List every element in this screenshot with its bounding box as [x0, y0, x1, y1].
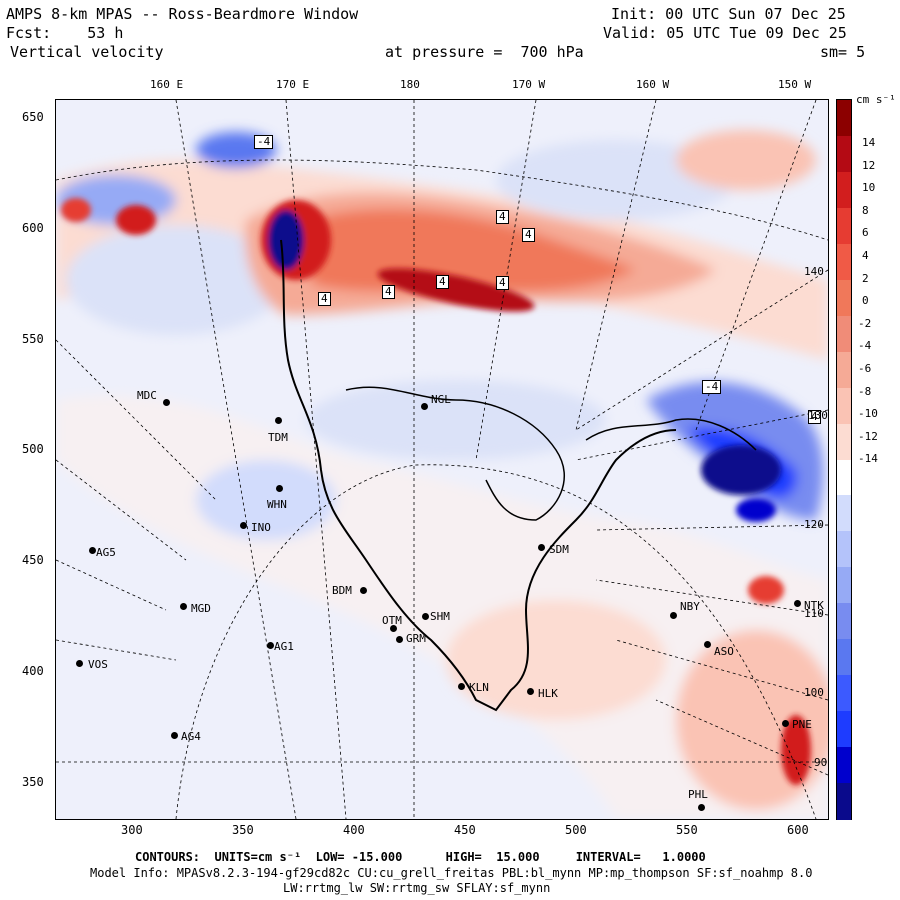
contour-label: 4: [318, 292, 331, 306]
colorbar-tick: 6: [862, 226, 869, 240]
colorbar-tick: 8: [862, 203, 869, 217]
colorbar-segment: [837, 639, 851, 677]
lon-label-top: 170 E: [276, 78, 310, 91]
forecast-hour: Fcst: 53 h: [6, 24, 124, 42]
x-tick: 600: [787, 823, 809, 837]
colorbar-segment: [837, 423, 851, 461]
pressure-level: at pressure = 700 hPa: [385, 43, 584, 61]
valid-time: Valid: 05 UTC Tue 09 Dec 25: [603, 24, 847, 42]
colorbar-segment: [837, 783, 851, 821]
field-name: Vertical velocity: [10, 43, 164, 61]
x-tick: 550: [676, 823, 698, 837]
plot-title: AMPS 8-km MPAS -- Ross-Beardmore Window: [6, 5, 359, 23]
colorbar-tick: -10: [858, 407, 878, 421]
colorbar-segment: [837, 567, 851, 605]
colorbar-segment: [837, 603, 851, 641]
colorbar-segment: [837, 351, 851, 390]
x-tick: 350: [232, 823, 254, 837]
colorbar-tick: 12: [862, 158, 876, 172]
y-tick: 550: [22, 332, 44, 346]
colorbar-tick: 14: [862, 136, 876, 149]
coastline: [280, 239, 677, 712]
y-tick: 650: [22, 110, 44, 124]
x-tick: 450: [454, 823, 476, 837]
model-info: Model Info: MPASv8.2.3-194-gf29cd82c CU:…: [90, 866, 813, 880]
colorbar-tick: 2: [862, 271, 869, 285]
colorbar-tick: -2: [858, 316, 872, 330]
lon-label-right: 110 W: [804, 607, 824, 620]
colorbar-tick: -4: [858, 339, 872, 353]
colorbar: [836, 99, 852, 821]
colorbar-segment: [837, 711, 851, 749]
lon-label-right: 140 W: [804, 265, 824, 278]
colorbar-segment: [837, 171, 851, 210]
colorbar-segment: [837, 243, 851, 282]
colorbar-segment: [837, 459, 851, 497]
colorbar-segment: [837, 207, 851, 246]
contour-label: 4: [808, 410, 821, 424]
colorbar-segment: [837, 315, 851, 354]
colorbar-segment: [837, 747, 851, 785]
colorbar-segment: [837, 531, 851, 569]
map-panel: -4 4 4 4 4 4 4 -4 4 MDC TDM NGL WHN INO …: [55, 99, 829, 820]
colorbar-segment: [837, 495, 851, 533]
coastline-east: [585, 418, 757, 451]
map-field: [56, 100, 828, 819]
colorbar-segment: [837, 100, 851, 138]
smoothing: sm= 5: [820, 43, 866, 61]
x-tick: 400: [343, 823, 365, 837]
ice-shelf-edge: [345, 386, 566, 521]
contour-label: -4: [254, 135, 274, 149]
model-info-2: LW:rrtmg_lw SW:rrtmg_sw SFLAY:sf_mynn: [283, 881, 551, 895]
y-tick: 400: [22, 664, 44, 678]
y-tick: 350: [22, 775, 44, 789]
x-tick: 500: [565, 823, 587, 837]
colorbar-segment: [837, 135, 851, 174]
lon-label-right: 130 W: [808, 409, 828, 422]
lon-label-top: 150 W: [778, 78, 812, 91]
lon-label-top: 160 E: [150, 78, 184, 91]
contour-label: 4: [496, 276, 509, 290]
core-layer: [61, 198, 811, 785]
x-tick: 300: [121, 823, 143, 837]
colorbar-tick: 4: [862, 249, 869, 262]
y-tick: 500: [22, 442, 44, 456]
colorbar-tick: -8: [858, 384, 872, 398]
colorbar-tick: -12: [858, 429, 878, 443]
contour-label: 4: [496, 210, 509, 224]
colorbar-tick: 0: [862, 294, 869, 308]
lon-label-right: 90 W: [814, 756, 828, 769]
y-tick: 600: [22, 221, 44, 235]
y-tick: 450: [22, 553, 44, 567]
contours-info: CONTOURS: UNITS=cm s⁻¹ LOW= -15.000 HIGH…: [135, 850, 706, 864]
colorbar-tick: -14: [858, 452, 878, 466]
contour-label: 4: [522, 228, 535, 242]
colorbar-tick: -6: [858, 362, 872, 375]
colorbar-unit: cm s⁻¹: [856, 93, 896, 106]
contour-label: -4: [702, 380, 722, 394]
colorbar-segment: [837, 279, 851, 318]
lon-label-right: 120 W: [804, 518, 824, 531]
lon-label-top: 160 W: [636, 78, 670, 91]
shading-layer: [56, 130, 828, 819]
colorbar-segment: [837, 675, 851, 713]
colorbar-segment: [837, 387, 851, 425]
contour-label: 4: [382, 285, 395, 299]
contour-label: 4: [436, 275, 449, 289]
lon-label-top: 180: [400, 78, 420, 91]
lon-label-top: 170 W: [512, 78, 546, 91]
graticule: [56, 100, 828, 819]
lon-label-right: 100 W: [804, 686, 824, 699]
init-time: Init: 00 UTC Sun 07 Dec 25: [611, 5, 846, 23]
colorbar-tick: 10: [862, 181, 876, 195]
